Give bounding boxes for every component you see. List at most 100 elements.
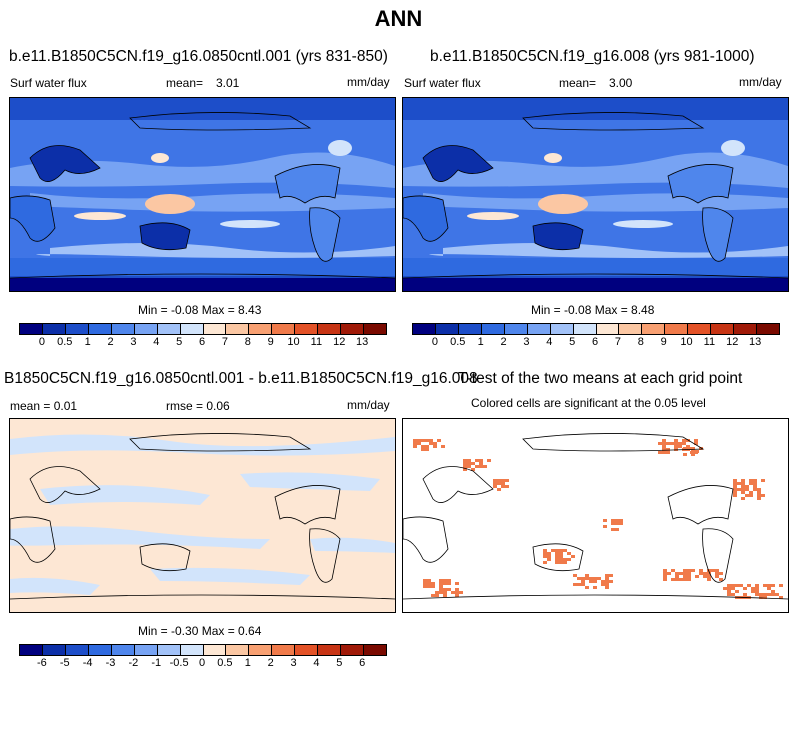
significant-cell: [425, 439, 429, 442]
significant-cell: [483, 465, 487, 468]
significant-cell: [447, 579, 451, 582]
colorbar-diff-tick-label: -2: [128, 657, 139, 669]
significant-cell: [755, 587, 759, 590]
significant-cell: [475, 459, 479, 462]
colorbar-flux-left-swatch: [272, 324, 296, 334]
colorbar-flux-right: [412, 323, 780, 335]
significant-cell: [605, 586, 609, 589]
significant-cell: [577, 577, 581, 580]
significant-cell: [743, 593, 747, 596]
colorbar-flux-left-tick-label: 1: [84, 336, 91, 348]
significant-cell: [727, 587, 731, 590]
significant-cell: [727, 593, 731, 596]
colorbar-diff-tick-label: 0.5: [217, 657, 233, 669]
significant-cell: [759, 596, 763, 599]
significant-cell: [443, 591, 447, 594]
significant-cell: [459, 591, 463, 594]
colorbar-diff-swatch: [65, 645, 89, 655]
significant-cell: [585, 586, 589, 589]
significant-cell: [779, 596, 783, 599]
colorbar-diff-swatch: [364, 645, 386, 655]
significant-cell: [767, 584, 771, 587]
significant-cell: [433, 445, 437, 448]
significant-cell: [429, 439, 433, 442]
significant-cell: [733, 482, 737, 485]
significant-cell: [735, 584, 739, 587]
colorbar-flux-left-swatch: [20, 324, 43, 334]
significant-cell: [421, 448, 425, 451]
significant-cell: [723, 587, 727, 590]
colorbar-flux-right-tick-label: 9: [660, 336, 667, 348]
significant-cell: [425, 445, 429, 448]
significant-cell: [741, 482, 745, 485]
significant-cell: [771, 593, 775, 596]
significant-cell: [421, 439, 425, 442]
significant-cell: [755, 593, 759, 596]
significant-cell: [497, 488, 501, 491]
significant-cell: [501, 485, 505, 488]
colorbar-flux-left-swatch: [318, 324, 342, 334]
colorbar-diff-swatch: [20, 645, 43, 655]
significant-cell: [739, 584, 743, 587]
colorbar-flux-right-tick-label: 0: [431, 336, 438, 348]
colorbar-flux-left-swatch: [42, 324, 66, 334]
colorbar-diff-tick-label: -3: [105, 657, 116, 669]
significant-cell: [435, 594, 439, 597]
significant-cell: [487, 459, 491, 462]
colorbar-diff-swatch: [134, 645, 158, 655]
significant-cell: [455, 588, 459, 591]
significant-cell: [679, 572, 683, 575]
panel-3-rmse: rmse = 0.06: [166, 399, 230, 413]
significant-cell: [749, 482, 753, 485]
significant-cell: [585, 577, 589, 580]
significant-cell: [663, 569, 667, 572]
significant-cell: [694, 442, 698, 445]
significant-cell: [609, 574, 613, 577]
significant-cell: [662, 439, 666, 442]
panel-2-map-field: [403, 98, 788, 291]
significant-cell: [581, 580, 585, 583]
panel-2-title: b.e11.B1850C5CN.f19_g16.008 (yrs 981-100…: [430, 48, 755, 65]
significant-cell: [441, 445, 445, 448]
significant-cell: [425, 448, 429, 451]
significant-cell: [615, 528, 619, 531]
colorbar-flux-right-tick-label: 7: [614, 336, 621, 348]
significant-cell: [423, 579, 427, 582]
significant-cell: [603, 519, 607, 522]
significant-cell: [687, 578, 691, 581]
significant-cell: [663, 572, 667, 575]
significant-cell: [745, 488, 749, 491]
colorbar-diff-swatch: [111, 645, 135, 655]
colorbar-flux-right-tick-label: 2: [500, 336, 507, 348]
colorbar-flux-right-tick-label: 3: [523, 336, 530, 348]
significant-cell: [663, 575, 667, 578]
significant-cell: [741, 491, 745, 494]
significant-cell: [567, 552, 571, 555]
significant-cell: [543, 555, 547, 558]
colorbar-diff-swatch: [42, 645, 66, 655]
significant-cell: [427, 582, 431, 585]
panel-1-title: b.e11.B1850C5CN.f19_g16.0850cntl.001 (yr…: [9, 48, 388, 65]
significant-cell: [761, 494, 765, 497]
colorbar-flux-right-ticks: 0 0.5 1 2 3 4 5 6 7 8 9 10 11 12 13: [412, 336, 778, 350]
significant-cell: [413, 445, 417, 448]
significant-cell: [731, 587, 735, 590]
significant-cell: [674, 439, 678, 442]
colorbar-diff-tick-label: 6: [359, 657, 366, 669]
colorbar-flux-right-swatch: [596, 324, 620, 334]
significant-cell: [663, 578, 667, 581]
colorbar-flux-right-swatch: [435, 324, 459, 334]
significant-cell: [455, 594, 459, 597]
significant-cell: [439, 588, 443, 591]
panel-2-map: [402, 97, 789, 292]
colorbar-flux-left-swatch: [111, 324, 135, 334]
significant-cell: [563, 558, 567, 561]
significant-cell: [547, 558, 551, 561]
colorbar-flux-right-tick-label: 11: [703, 336, 716, 348]
significant-cell: [751, 587, 755, 590]
panel-3-mean: mean = 0.01: [10, 399, 78, 413]
significant-cell: [505, 479, 509, 482]
significant-cell: [605, 574, 609, 577]
significant-cell: [741, 488, 745, 491]
significant-cell: [581, 583, 585, 586]
